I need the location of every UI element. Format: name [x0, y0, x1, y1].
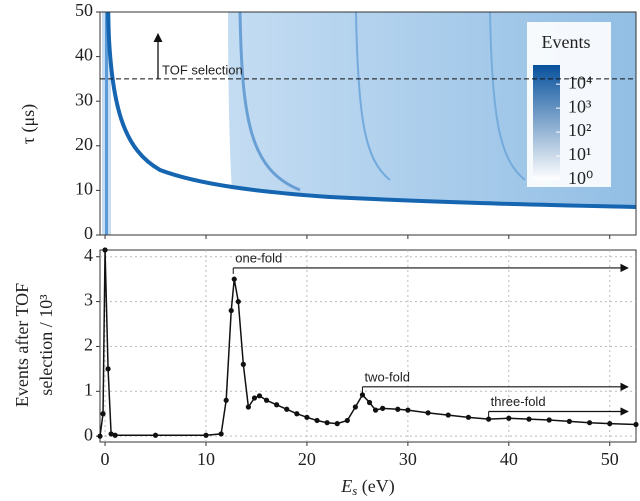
data-point: [324, 420, 330, 426]
data-point: [486, 416, 492, 422]
data-point: [344, 417, 350, 424]
y-tick-label: 20: [75, 134, 93, 154]
x-tick-label: 50: [601, 449, 619, 469]
data-point: [102, 247, 108, 253]
data-point: [633, 421, 639, 428]
x-tick-label: 0: [101, 449, 110, 469]
tof-label: TOF selection: [162, 62, 243, 77]
data-point: [284, 406, 290, 412]
data-point: [108, 431, 114, 437]
y-tick-label: 40: [75, 45, 93, 65]
colorbar-tick-label: 10⁰: [568, 168, 593, 188]
y-tick-label: 30: [75, 89, 93, 109]
y-tick-label: 3: [84, 290, 93, 310]
data-point: [100, 411, 106, 417]
data-point: [112, 432, 118, 438]
data-point: [465, 414, 472, 420]
y-tick-label: 0: [84, 223, 93, 243]
data-point: [607, 421, 613, 427]
data-point: [105, 366, 111, 372]
colorbar-tick-label: 10²: [568, 120, 591, 140]
x-tick-label: 10: [197, 449, 215, 469]
colorbar-title: Events: [542, 32, 591, 52]
data-point: [152, 432, 159, 438]
data-point: [235, 298, 241, 305]
y-label: τ (μs): [18, 104, 39, 144]
data-point: [546, 417, 552, 423]
x-tick-label: 40: [500, 449, 518, 469]
data-point: [97, 433, 103, 439]
data-point: [566, 418, 572, 424]
data-point: [304, 414, 310, 420]
data-point: [274, 402, 280, 408]
data-line: [99, 249, 637, 437]
x-label: Es (eV): [340, 476, 395, 498]
data-point: [334, 421, 340, 427]
y-tick-label: 1: [84, 379, 93, 399]
data-point: [256, 393, 263, 399]
x-label-main: E: [340, 476, 352, 496]
data-point: [352, 404, 358, 410]
data-point: [359, 392, 366, 398]
data-point: [245, 404, 251, 410]
y-label: Events after TOF: [12, 283, 32, 407]
data-point: [506, 415, 512, 421]
data-point: [395, 406, 401, 412]
data-point: [366, 399, 373, 406]
data-point: [231, 276, 237, 282]
y-tick-label: 4: [84, 245, 93, 265]
top-frame: [99, 11, 637, 236]
y-tick-label: 50: [75, 0, 93, 20]
data-point: [203, 432, 209, 438]
data-point: [228, 307, 234, 314]
colorbar: [533, 65, 560, 180]
data-point: [218, 431, 224, 437]
annotation-label: one-fold: [235, 250, 282, 265]
annotation-label: two-fold: [364, 369, 410, 384]
data-point: [240, 361, 246, 367]
data-point: [263, 397, 270, 403]
colorbar-tick-label: 10³: [568, 96, 592, 116]
data-point: [294, 411, 300, 417]
data-point: [586, 420, 593, 426]
x-label-sub: s: [352, 483, 357, 498]
data-point: [526, 416, 532, 422]
y-tick-label: 2: [84, 335, 93, 355]
data-point: [314, 417, 320, 424]
data-point: [251, 395, 258, 401]
annotation-label: three-fold: [491, 394, 546, 409]
data-point: [372, 407, 379, 413]
data-point: [223, 397, 229, 403]
y-tick-label: 0: [84, 424, 93, 444]
x-tick-label: 20: [298, 449, 316, 469]
data-point: [445, 412, 451, 418]
x-label-unit: (eV): [357, 476, 394, 497]
y-tick-label: 10: [75, 179, 93, 199]
colorbar-tick-label: 10¹: [568, 144, 591, 164]
x-tick-label: 30: [399, 449, 417, 469]
colorbar-tick-label: 10⁴: [568, 72, 592, 92]
data-point: [380, 405, 386, 411]
y-label: selection / 10³: [36, 294, 56, 396]
data-point: [425, 410, 431, 416]
data-point: [405, 407, 411, 413]
